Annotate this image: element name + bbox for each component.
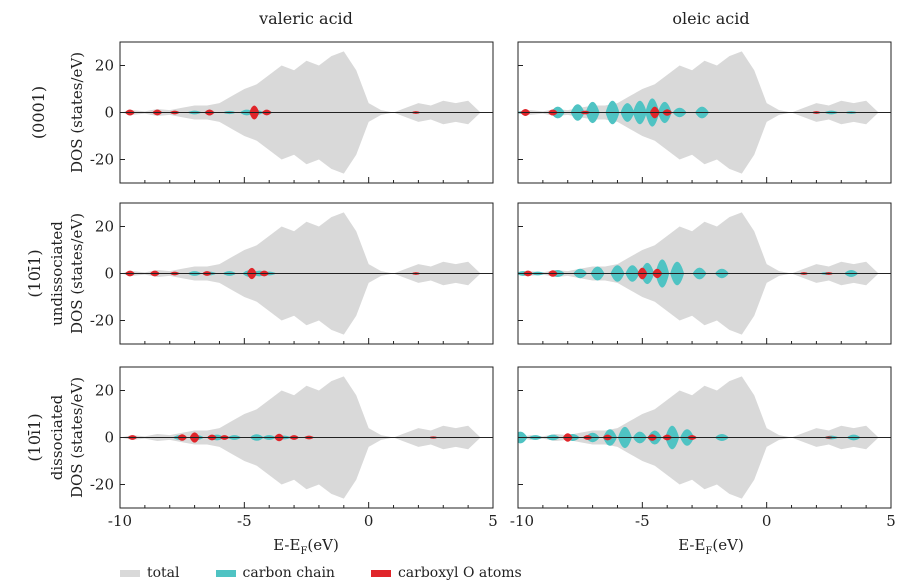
y-tick-label: -20 bbox=[90, 312, 114, 330]
legend-swatch-carboxyl bbox=[370, 569, 391, 577]
y-tick-label: 20 bbox=[95, 218, 114, 236]
x-tick-label: -10 bbox=[510, 512, 534, 530]
x-tick-label: -5 bbox=[237, 512, 252, 530]
y-tick-label: 20 bbox=[95, 382, 114, 400]
row-label-surface: (10ī1) bbox=[25, 249, 44, 297]
legend: total carbon chain carboxyl O atoms bbox=[120, 564, 522, 582]
x-tick-label: -5 bbox=[635, 512, 650, 530]
row-label-state: undissociated bbox=[48, 221, 66, 326]
dos-figure: valeric acid oleic acid 200-20200-20200-… bbox=[25, 9, 896, 557]
legend-label-carboxyl: carboxyl O atoms bbox=[397, 565, 522, 581]
y-tick-label: -20 bbox=[90, 476, 114, 494]
column-title-right: oleic acid bbox=[672, 9, 749, 28]
panel-2: 20 0 -20 bbox=[90, 202, 494, 345]
y-tick-label: -20 bbox=[90, 151, 114, 169]
y-tick-label: 0 bbox=[104, 265, 114, 283]
x-tick-label: 0 bbox=[762, 512, 772, 530]
panel-0: 20 0 -20 bbox=[90, 41, 494, 184]
x-tick-label: 5 bbox=[886, 512, 896, 530]
legend-swatch-carbon-chain bbox=[215, 569, 236, 577]
x-axis-label-left: E-EF(eV) bbox=[273, 536, 339, 557]
panel-3 bbox=[517, 202, 892, 345]
x-tick-label: 0 bbox=[364, 512, 374, 530]
row-label-surface: (10ī1) bbox=[25, 413, 44, 461]
x-tick-label: -10 bbox=[108, 512, 132, 530]
legend-label-total: total bbox=[147, 565, 180, 581]
y-tick-label: 20 bbox=[95, 57, 114, 75]
legend-item-carbon-chain: carbon chain bbox=[215, 565, 335, 581]
panel-1 bbox=[517, 41, 892, 184]
x-axis-label-right: E-EF(eV) bbox=[678, 536, 744, 557]
legend-label-carbon-chain: carbon chain bbox=[242, 565, 335, 581]
legend-item-total: total bbox=[120, 565, 180, 581]
y-axis-label: DOS (states/eV) bbox=[68, 52, 86, 173]
column-title-left: valeric acid bbox=[258, 9, 353, 28]
panel-4: 20 0 -20 -10 -5 0 5 bbox=[90, 366, 498, 530]
y-axis-label: DOS (states/eV) bbox=[68, 213, 86, 334]
panel-5: -5 0 5 -10 bbox=[510, 366, 896, 530]
y-tick-label: 0 bbox=[104, 429, 114, 447]
y-tick-label: 0 bbox=[104, 104, 114, 122]
x-tick-label: 5 bbox=[488, 512, 498, 530]
row-label-state: dissociated bbox=[48, 394, 66, 480]
legend-swatch-total bbox=[120, 569, 140, 577]
row-label-surface: (0001) bbox=[29, 86, 48, 139]
legend-item-carboxyl: carboxyl O atoms bbox=[370, 565, 522, 581]
y-axis-label: DOS (states/eV) bbox=[68, 377, 86, 498]
